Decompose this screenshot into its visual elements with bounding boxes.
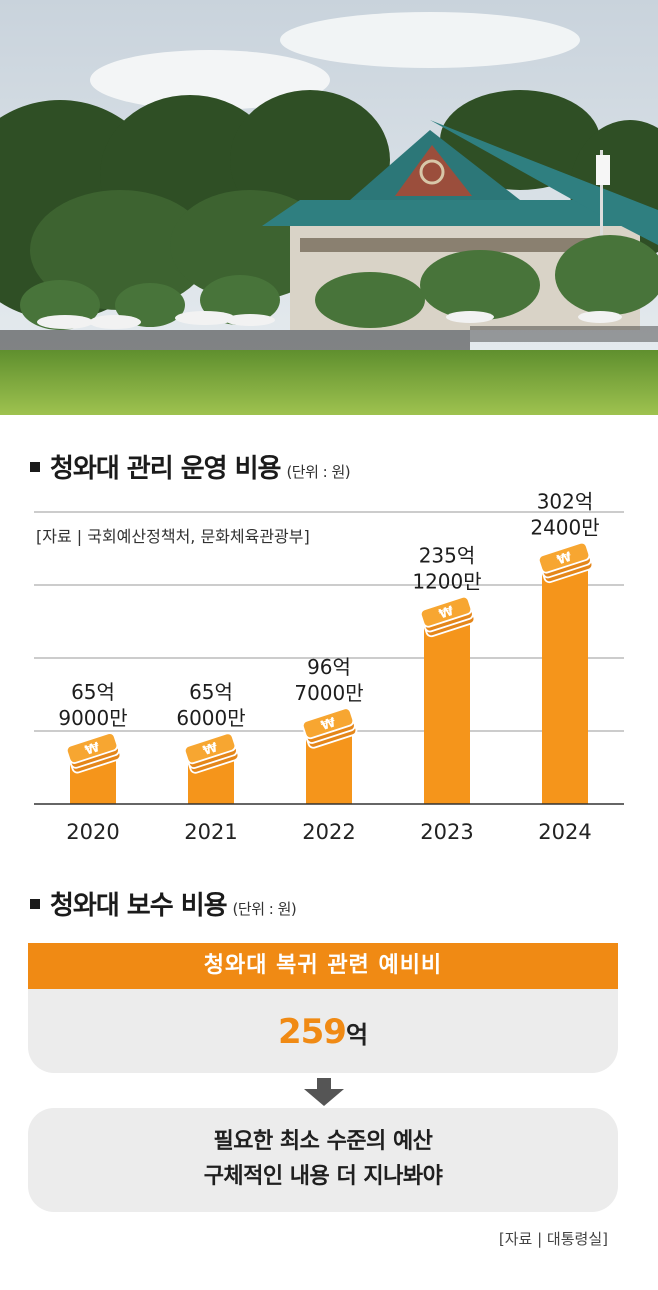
bar-2021: ₩ <box>183 732 240 804</box>
bullet-square-icon <box>30 898 40 909</box>
data-label-line1: 302억 <box>537 490 594 514</box>
data-label-line1: 235억 <box>419 544 476 568</box>
bar-2024: ₩ <box>537 541 594 804</box>
svg-text:₩: ₩ <box>555 550 574 569</box>
labels: 65억9000만202065억6000만202196억7000만2022235억… <box>58 490 599 844</box>
x-tick-label: 2023 <box>420 820 473 844</box>
won-coin-stack-icon: ₩ <box>537 541 594 584</box>
comment-line-2: 구체적인 내용 더 지나봐야 <box>203 1164 443 1189</box>
amount-unit: 억 <box>345 1021 369 1049</box>
bar-2020: ₩ <box>65 732 122 804</box>
data-label-line1: 65억 <box>189 680 233 704</box>
section2-title-text: 청와대 보수 비용 <box>50 891 228 921</box>
bar-rect <box>424 614 470 804</box>
data-label-line2: 2400만 <box>530 516 599 540</box>
x-tick-label: 2022 <box>302 820 355 844</box>
won-coin-stack-icon: ₩ <box>183 732 240 774</box>
svg-text:₩: ₩ <box>437 604 456 623</box>
data-label-line2: 6000만 <box>176 706 245 730</box>
svg-text:₩: ₩ <box>319 715 338 734</box>
svg-text:₩: ₩ <box>83 740 102 759</box>
reserve-fund-band: 청와대 복귀 관련 예비비 <box>28 943 618 989</box>
bars: ₩ ₩ ₩ ₩ ₩ <box>65 541 594 804</box>
bar-rect <box>542 560 588 804</box>
data-label-line2: 9000만 <box>58 706 127 730</box>
x-tick-label: 2021 <box>184 820 237 844</box>
reserve-fund-amount: 259억 <box>28 989 618 1073</box>
bar-2022: ₩ <box>301 707 358 804</box>
down-arrow-icon <box>317 1078 331 1089</box>
section1-unit: (단위 : 원) <box>286 463 351 481</box>
section1-title-text: 청와대 관리 운영 비용 <box>50 454 281 484</box>
data-label-line2: 7000만 <box>294 681 363 705</box>
section2-title: 청와대 보수 비용 (단위 : 원) <box>30 885 297 922</box>
bullet-square-icon <box>30 461 40 472</box>
bar-2023: ₩ <box>419 595 476 804</box>
amount-number: 259 <box>277 1012 347 1052</box>
svg-text:₩: ₩ <box>201 740 220 759</box>
section1-source: [자료 | 국회예산정책처, 문화체육관광부] <box>36 527 310 546</box>
section2-unit: (단위 : 원) <box>232 900 297 918</box>
won-coin-stack-icon: ₩ <box>419 595 476 638</box>
won-coin-stack-icon: ₩ <box>65 732 122 774</box>
comment-line-1: 필요한 최소 수준의 예산 <box>213 1129 433 1154</box>
data-label-line1: 96억 <box>307 655 351 679</box>
x-tick-label: 2024 <box>538 820 591 844</box>
down-arrow-head-icon <box>304 1089 344 1106</box>
cost-bar-chart: [자료 | 국회예산정책처, 문화체육관광부] ₩ ₩₩₩₩ 65억9000만20… <box>34 490 624 844</box>
data-label-line1: 65억 <box>71 680 115 704</box>
section2-source: [자료 | 대통령실] <box>498 1230 608 1248</box>
data-label-line2: 1200만 <box>412 570 481 594</box>
comment-box: 필요한 최소 수준의 예산 구체적인 내용 더 지나봐야 <box>28 1108 618 1212</box>
section1-title: 청와대 관리 운영 비용 (단위 : 원) <box>30 448 351 485</box>
won-coin-stack-icon: ₩ <box>301 707 358 749</box>
x-tick-label: 2020 <box>66 820 119 844</box>
gridlines <box>34 511 624 732</box>
header-photo <box>0 0 658 415</box>
